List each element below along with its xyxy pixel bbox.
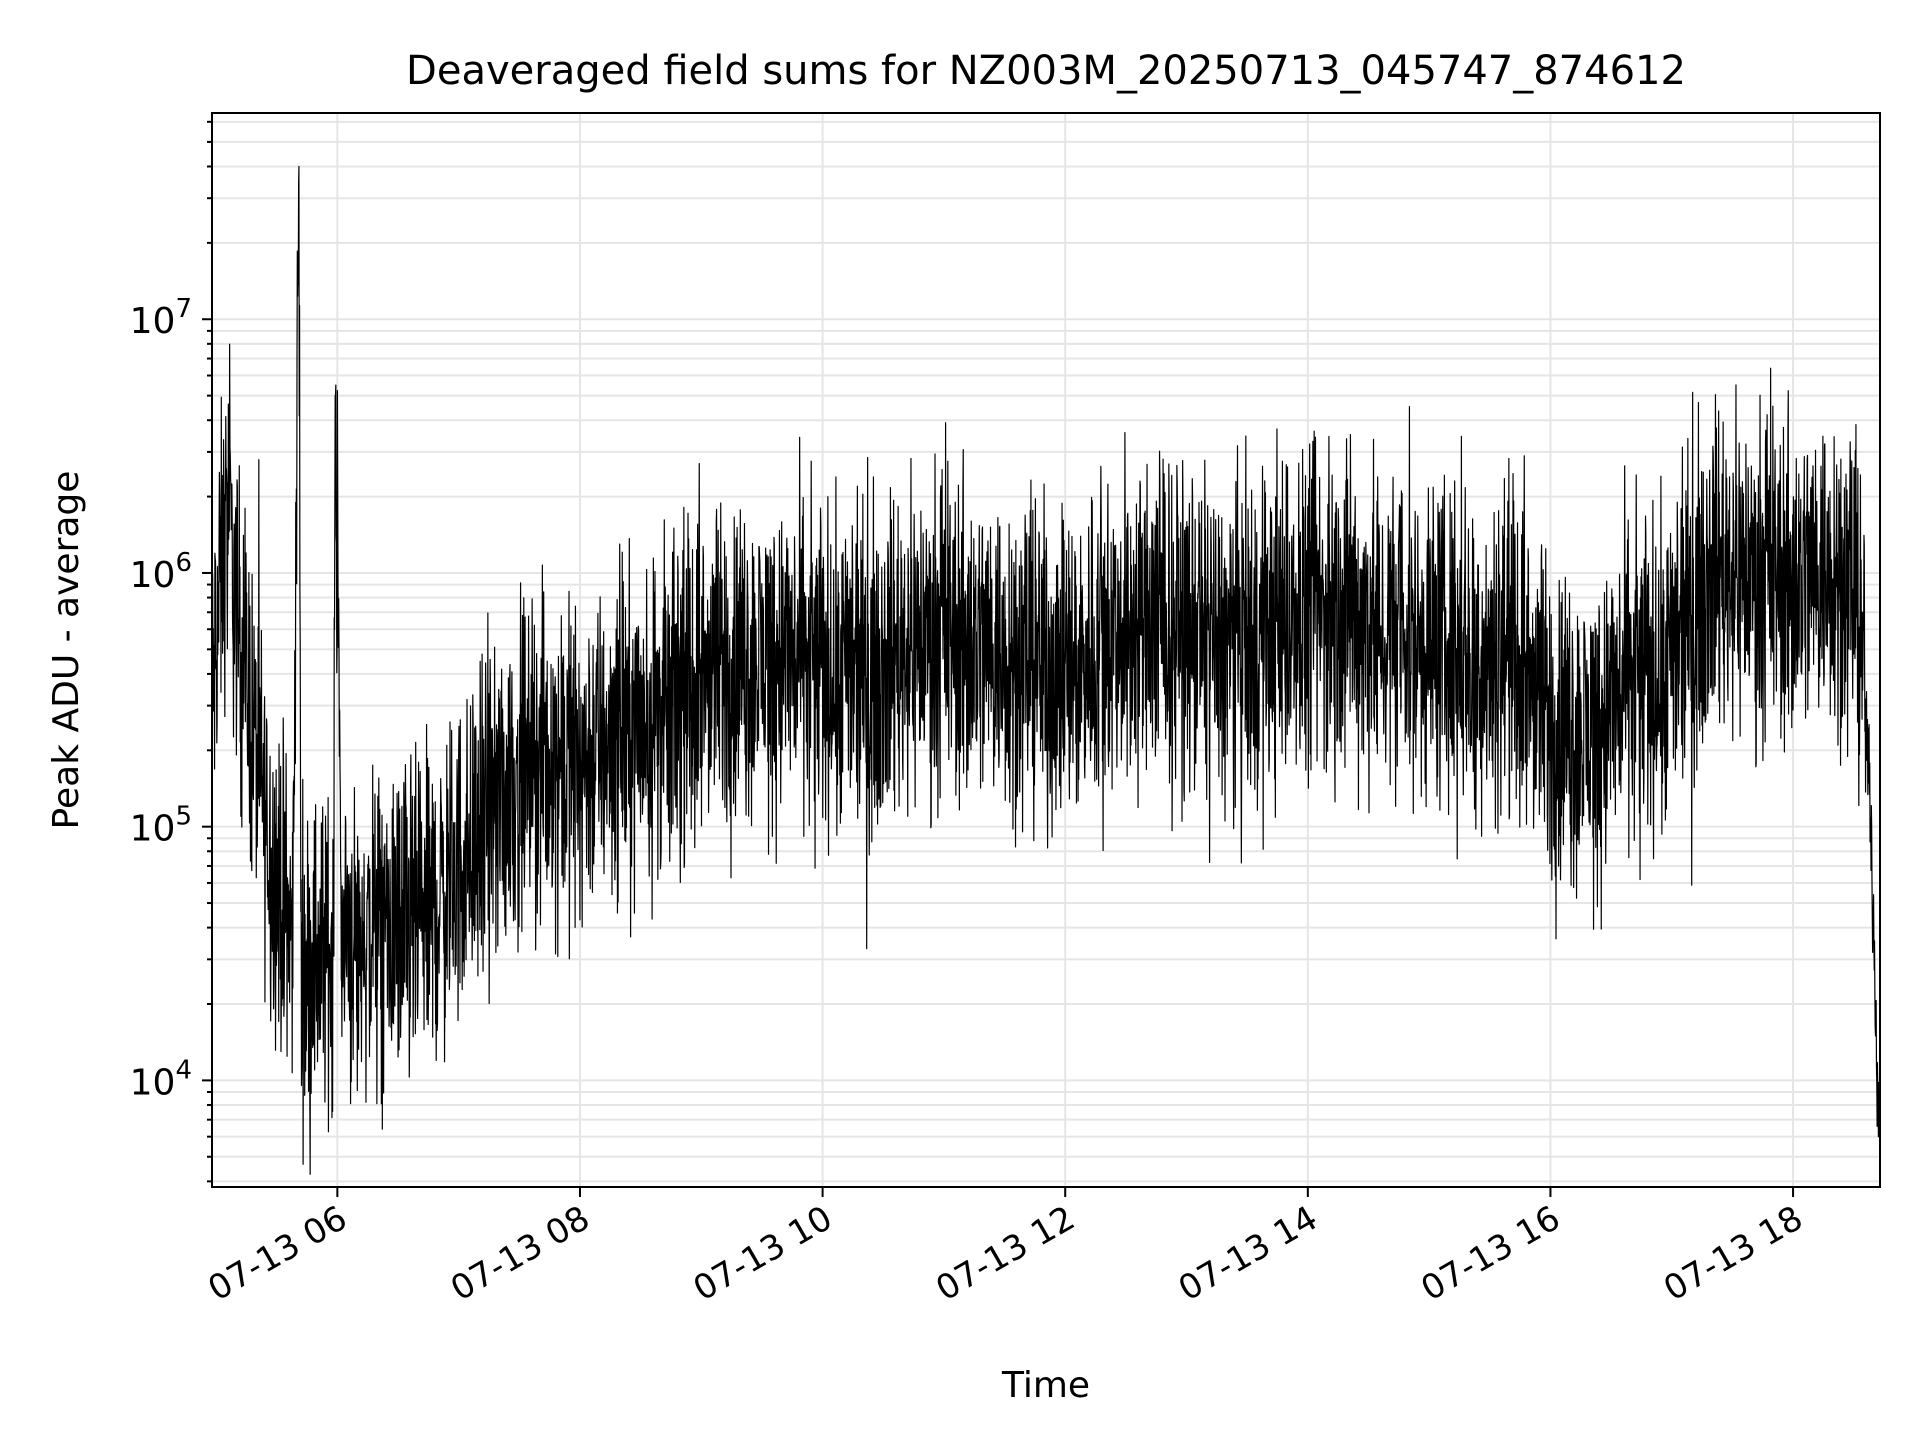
y-tick-base: 10 bbox=[130, 301, 176, 342]
y-tick-exponent: 5 bbox=[175, 802, 192, 832]
series-line bbox=[211, 165, 1881, 1175]
x-axis-label: Time bbox=[1001, 1365, 1090, 1406]
y-tick-label: 107 bbox=[130, 294, 192, 342]
y-tick-exponent: 6 bbox=[175, 548, 192, 578]
y-tick-base: 10 bbox=[130, 555, 176, 596]
y-tick-exponent: 4 bbox=[175, 1055, 192, 1085]
y-tick-base: 10 bbox=[130, 809, 176, 850]
y-axis-label: Peak ADU - average bbox=[46, 471, 87, 830]
y-tick-label: 105 bbox=[130, 802, 192, 850]
y-tick-base: 10 bbox=[130, 1062, 176, 1103]
y-tick-label: 104 bbox=[130, 1055, 192, 1103]
y-tick-exponent: 7 bbox=[175, 294, 192, 324]
line-layer bbox=[211, 165, 1881, 1175]
y-tick-label: 106 bbox=[130, 548, 192, 596]
chart-title: Deaveraged field sums for NZ003M_2025071… bbox=[406, 48, 1686, 94]
